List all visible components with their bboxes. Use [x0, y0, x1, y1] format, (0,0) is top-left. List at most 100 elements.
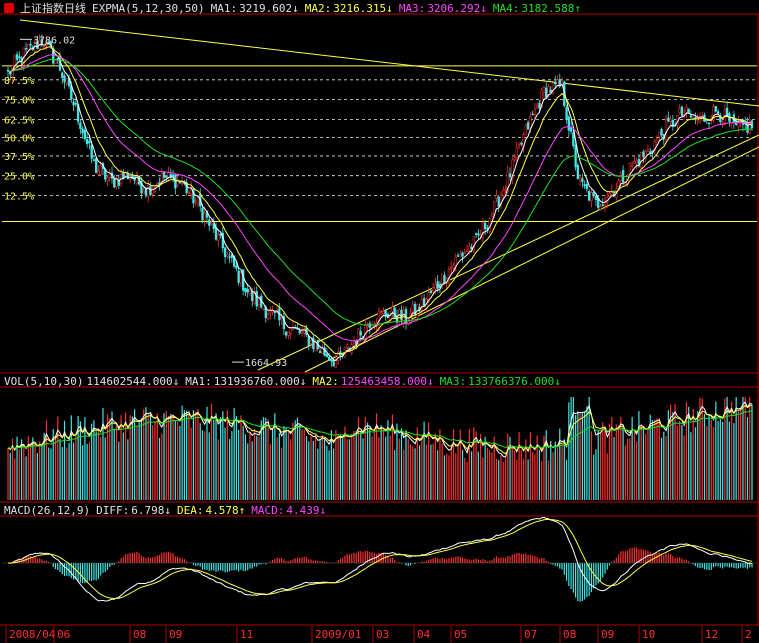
diff-value: 6.798↓ — [131, 504, 171, 517]
candle-body — [61, 72, 64, 78]
candle-body — [608, 193, 611, 197]
fib-label: 62.5% — [4, 115, 34, 126]
candle-body — [716, 111, 720, 115]
fib-label: 50.0% — [4, 134, 34, 145]
moving-averages — [7, 43, 753, 361]
candle-body — [443, 275, 446, 284]
candle-body — [556, 79, 559, 86]
vol-ma3-label: MA3: — [439, 375, 467, 388]
candle-body — [298, 330, 301, 334]
candle-body — [671, 119, 675, 127]
candle-body — [459, 254, 462, 257]
x-axis-label: 06 — [57, 628, 70, 641]
ma4-label: MA4: — [492, 2, 520, 15]
candle-body — [558, 79, 561, 87]
candle-body — [108, 173, 111, 178]
trend-lines — [19, 19, 759, 373]
candle-body — [599, 206, 602, 210]
candle-body — [300, 331, 304, 334]
candle-body — [253, 293, 256, 304]
fib-label: 25.0% — [4, 172, 34, 183]
candle-body — [714, 106, 717, 112]
candle-body — [721, 122, 724, 124]
candle-body — [719, 115, 722, 122]
candle-body — [208, 219, 211, 226]
candle-body — [578, 177, 582, 182]
index-name[interactable]: 上证指数 — [20, 2, 64, 15]
candle-body — [187, 192, 191, 194]
trend-line-up-2 — [304, 146, 759, 373]
candle-body — [280, 317, 283, 319]
x-axis-label: 2 — [745, 628, 752, 641]
candle-body — [379, 311, 383, 314]
candle-body — [588, 191, 591, 201]
candle-body — [610, 190, 613, 195]
candle-body — [314, 342, 317, 352]
candle-body — [230, 253, 234, 258]
ma1-value: 3219.602↓ — [239, 2, 299, 15]
candle-body — [526, 122, 530, 130]
candle-body — [352, 341, 356, 344]
candle-body — [85, 139, 89, 145]
candle-body — [99, 165, 102, 175]
candle-body — [226, 254, 229, 257]
candle-body — [382, 310, 385, 314]
diff-label: DIFF: — [96, 504, 130, 517]
volume-moving-averages — [7, 401, 753, 458]
x-axis-label: 12 — [705, 628, 718, 641]
candle-body — [83, 129, 87, 140]
candle-body — [554, 82, 557, 85]
candle-body — [246, 288, 249, 293]
candle-body — [529, 116, 532, 128]
candle-body — [24, 48, 28, 50]
candle-body — [203, 213, 206, 221]
indicator-name[interactable]: EXPMA(5,12,30,50) — [92, 2, 205, 15]
candle-body — [54, 60, 57, 64]
candle-body — [667, 117, 670, 122]
candle-body — [601, 204, 604, 207]
candle-body — [242, 269, 245, 291]
candle-body — [640, 152, 643, 168]
candle-body — [712, 106, 715, 121]
candle-body — [531, 113, 534, 116]
candle-body — [434, 284, 437, 289]
candle-body — [687, 108, 690, 114]
volume-indicator[interactable]: VOL(5,10,30) — [4, 375, 84, 388]
macd-indicator[interactable]: MACD(26,12,9) — [4, 504, 91, 517]
candle-body — [165, 175, 168, 178]
x-axis-label: 03 — [376, 628, 389, 641]
x-axis-label: 09 — [601, 628, 614, 641]
candle-body — [307, 335, 310, 347]
candle-body — [273, 311, 276, 314]
candle-body — [79, 122, 82, 129]
vol-ma3-value: 133766376.000↓ — [468, 375, 561, 388]
candle-body — [581, 178, 584, 182]
candle-body — [603, 200, 607, 206]
candle-body — [725, 107, 729, 116]
candle-body — [72, 101, 75, 106]
candle-body — [630, 165, 634, 167]
candle-body — [746, 122, 749, 133]
candle-body — [468, 246, 471, 251]
vol-ma2-label: MA2: — [312, 375, 339, 388]
candle-body — [420, 299, 423, 312]
candle-body — [176, 179, 179, 186]
candle-body — [549, 89, 552, 93]
candle-body — [450, 266, 453, 269]
candle-body — [474, 233, 478, 235]
candle-body — [151, 188, 154, 195]
x-axis-label: 04 — [417, 628, 431, 641]
candle-body — [255, 291, 258, 307]
period-label[interactable]: 日线 — [64, 2, 86, 15]
candle-body — [244, 288, 247, 293]
candle-body — [545, 87, 548, 99]
candle-body — [29, 43, 32, 46]
candle-body — [520, 142, 523, 145]
candle-body — [285, 331, 288, 336]
dea-value: 4.578↑ — [205, 504, 246, 517]
candle-body — [251, 290, 254, 302]
macd-lines — [2, 516, 757, 602]
price-panel-header: 上证指数日线 EXPMA(5,12,30,50) MA1: 3219.602↓ MA2:… — [4, 2, 587, 16]
dea-line — [7, 518, 753, 600]
